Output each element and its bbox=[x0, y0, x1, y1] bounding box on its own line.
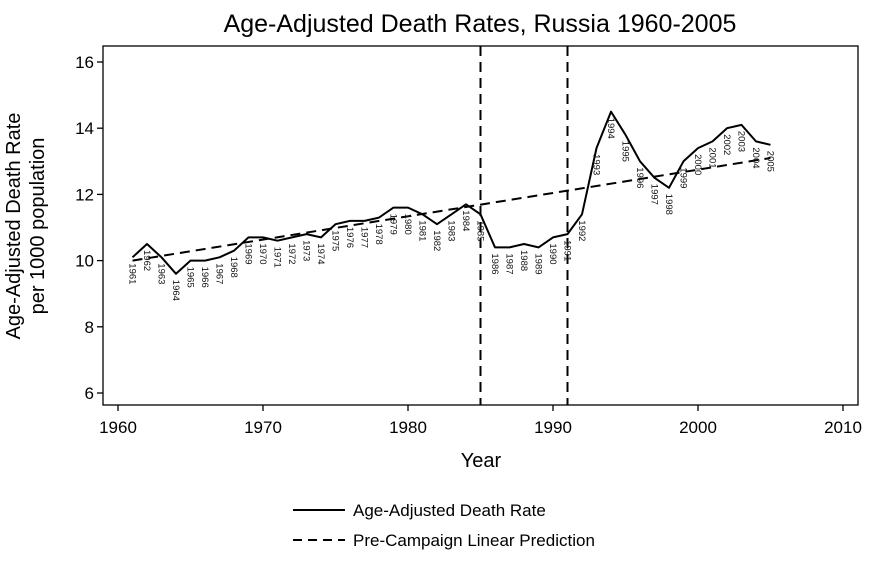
point-label-1981: 1981 bbox=[417, 220, 428, 241]
point-label-1975: 1975 bbox=[330, 230, 341, 251]
point-label-1976: 1976 bbox=[344, 227, 355, 248]
chart-title: Age-Adjusted Death Rates, Russia 1960-20… bbox=[224, 10, 737, 38]
point-label-1972: 1972 bbox=[286, 243, 297, 264]
y-axis-title-line2: per 1000 population bbox=[27, 138, 49, 315]
point-label-1993: 1993 bbox=[591, 154, 602, 175]
x-axis-title: Year bbox=[461, 450, 502, 472]
point-label-1998: 1998 bbox=[663, 194, 674, 215]
x-tick-label: 2010 bbox=[824, 418, 862, 437]
point-label-1980: 1980 bbox=[402, 214, 413, 235]
point-label-1985: 1985 bbox=[475, 220, 486, 241]
point-label-1987: 1987 bbox=[504, 253, 515, 274]
x-tick-label: 1990 bbox=[534, 418, 572, 437]
point-label-1989: 1989 bbox=[533, 253, 544, 274]
point-label-1992: 1992 bbox=[576, 220, 587, 241]
y-tick-label: 8 bbox=[85, 318, 94, 337]
point-label-1968: 1968 bbox=[228, 257, 239, 278]
point-label-1997: 1997 bbox=[649, 184, 660, 205]
point-label-1979: 1979 bbox=[388, 214, 399, 235]
point-label-1990: 1990 bbox=[547, 243, 558, 264]
point-label-1963: 1963 bbox=[156, 263, 167, 284]
point-label-2004: 2004 bbox=[750, 147, 761, 168]
point-label-1996: 1996 bbox=[634, 167, 645, 188]
point-label-1982: 1982 bbox=[431, 230, 442, 251]
point-label-1978: 1978 bbox=[373, 224, 384, 245]
point-label-1986: 1986 bbox=[489, 253, 500, 274]
point-label-2002: 2002 bbox=[721, 134, 732, 155]
y-axis-title-line1: Age-Adjusted Death Rate bbox=[3, 113, 25, 340]
point-label-1994: 1994 bbox=[605, 118, 616, 139]
point-label-2000: 2000 bbox=[692, 154, 703, 175]
point-label-1971: 1971 bbox=[272, 247, 283, 268]
point-label-1983: 1983 bbox=[446, 220, 457, 241]
point-label-1991: 1991 bbox=[562, 240, 573, 261]
y-tick-label: 6 bbox=[85, 384, 94, 403]
linear-prediction-line bbox=[132, 157, 771, 262]
point-label-1973: 1973 bbox=[301, 240, 312, 261]
point-label-2005: 2005 bbox=[765, 151, 776, 172]
point-label-1977: 1977 bbox=[359, 227, 370, 248]
point-label-1999: 1999 bbox=[678, 167, 689, 188]
axes: 6 8 10 12 14 16 1960 1970 1980 1990 2000 2010 bbox=[75, 45, 862, 437]
point-label-1966: 1966 bbox=[199, 267, 210, 288]
legend-label-linear-prediction: Pre-Campaign Linear Prediction bbox=[353, 531, 595, 550]
point-label-1988: 1988 bbox=[518, 250, 529, 271]
point-label-1962: 1962 bbox=[141, 250, 152, 271]
death-rate-line bbox=[131, 110, 771, 275]
y-tick-label: 14 bbox=[75, 119, 94, 138]
x-tick-label: 1970 bbox=[244, 418, 282, 437]
legend: Age-Adjusted Death Rate Pre-Campaign Lin… bbox=[293, 501, 595, 550]
y-tick-label: 10 bbox=[75, 252, 94, 271]
point-label-1995: 1995 bbox=[620, 141, 631, 162]
point-label-1967: 1967 bbox=[214, 263, 225, 284]
x-tick-label: 1980 bbox=[389, 418, 427, 437]
point-label-1984: 1984 bbox=[460, 210, 471, 231]
point-label-1961: 1961 bbox=[127, 263, 138, 284]
series-lines bbox=[131, 110, 771, 275]
x-tick-label: 1960 bbox=[99, 418, 137, 437]
point-label-2003: 2003 bbox=[736, 131, 747, 152]
x-tick-label: 2000 bbox=[679, 418, 717, 437]
point-label-1970: 1970 bbox=[257, 243, 268, 264]
campaign-lines bbox=[479, 46, 569, 405]
point-label-1969: 1969 bbox=[243, 243, 254, 264]
y-tick-label: 12 bbox=[75, 185, 94, 204]
y-tick-label: 16 bbox=[75, 53, 94, 72]
legend-label-death-rate: Age-Adjusted Death Rate bbox=[353, 501, 546, 520]
point-label-1965: 1965 bbox=[185, 267, 196, 288]
point-label-1964: 1964 bbox=[170, 280, 181, 301]
point-label-2001: 2001 bbox=[707, 147, 718, 168]
point-label-1974: 1974 bbox=[315, 243, 326, 264]
